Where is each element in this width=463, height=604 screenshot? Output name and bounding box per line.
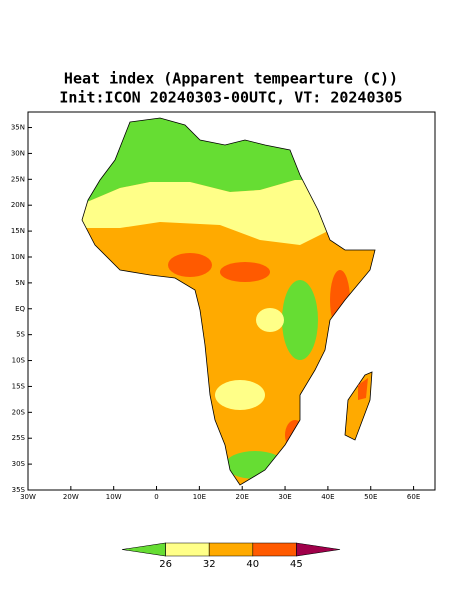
map-frame: [27, 111, 436, 491]
y-tick-label: 10S: [12, 357, 26, 365]
y-tick-label: 35S: [12, 486, 26, 494]
colorbar-label: 40: [246, 559, 259, 570]
madagascar: [344, 371, 373, 441]
colorbar-label: 26: [159, 559, 172, 570]
map-title: Heat index (Apparent tempearture (C)): [64, 70, 398, 88]
x-tick-label: 60E: [407, 493, 420, 501]
heat-field: [82, 118, 375, 485]
y-tick-label: 25S: [12, 434, 26, 442]
x-tick-label: 50E: [364, 493, 377, 501]
colorbar-swatch: [121, 542, 166, 557]
x-tick-label: 40E: [321, 493, 334, 501]
map-subtitle: Init:ICON 20240303-00UTC, VT: 20240305: [59, 89, 402, 107]
y-tick-label: 10N: [11, 253, 25, 261]
y-tick-label: EQ: [15, 305, 25, 313]
coastline: [81, 117, 376, 486]
y-tick-label: 35N: [11, 124, 25, 132]
x-tick-label: 30E: [278, 493, 291, 501]
x-tick-label: 0: [154, 493, 158, 501]
y-tick-label: 30N: [11, 149, 25, 157]
y-tick-label: 5N: [15, 279, 25, 287]
x-tick-label: 10W: [106, 493, 122, 501]
colorbar-swatch: [252, 542, 297, 557]
colorbar-swatch: [208, 542, 254, 557]
y-tick-label: 15N: [11, 227, 25, 235]
colorbar-swatch: [296, 542, 341, 557]
y-tick-label: 30S: [12, 460, 26, 468]
y-tick-label: 25N: [11, 175, 25, 183]
y-tick-label: 20S: [12, 408, 26, 416]
x-tick-label: 20E: [236, 493, 249, 501]
madagascar-hot: [358, 378, 368, 400]
y-tick-label: 20N: [11, 201, 25, 209]
colorbar-swatch: [165, 542, 210, 557]
x-tick-label: 30W: [20, 493, 36, 501]
colorbar-label: 45: [290, 559, 303, 570]
x-tick-label: 10E: [193, 493, 206, 501]
x-tick-label: 20W: [63, 493, 79, 501]
colorbar-label: 32: [203, 559, 216, 570]
y-tick-label: 15S: [12, 382, 26, 390]
y-tick-label: 5S: [16, 331, 25, 339]
